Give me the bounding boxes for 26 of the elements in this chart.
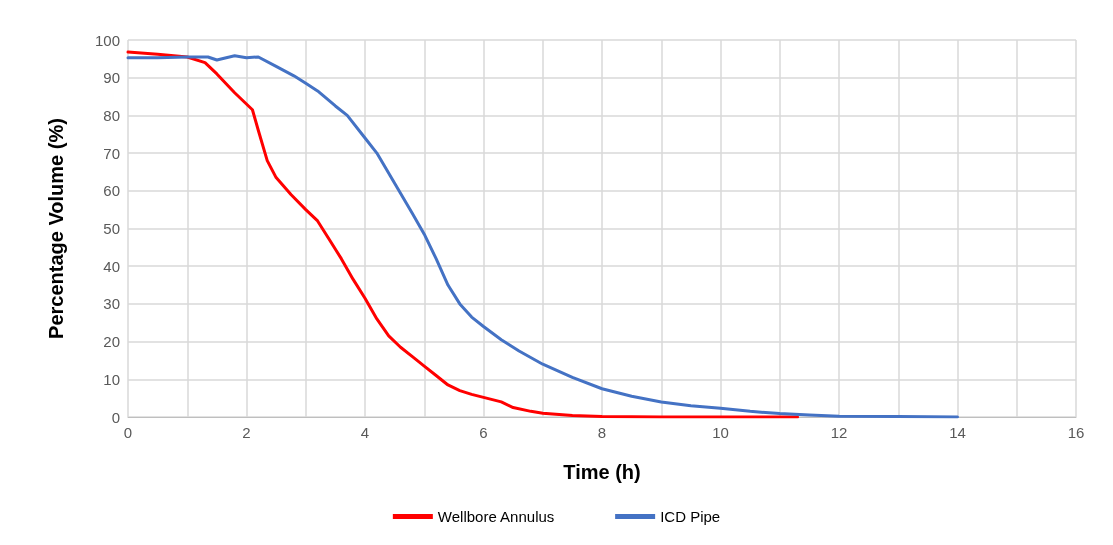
- legend-label: Wellbore Annulus: [437, 508, 555, 525]
- x-tick-label: 12: [830, 424, 848, 441]
- line-series: [126, 54, 959, 419]
- y-tick-label: 30: [103, 295, 120, 313]
- y-tick-label: 20: [103, 333, 120, 351]
- x-tick-label: 8: [597, 424, 607, 441]
- y-tick-label: 90: [103, 69, 120, 87]
- y-tick-label: 0: [111, 408, 120, 426]
- y-axis-title: Percentage Volume (%): [45, 118, 67, 339]
- y-tick-label: 100: [94, 31, 120, 49]
- x-tick-label: 2: [242, 424, 251, 441]
- x-tick-label: 10: [712, 424, 729, 441]
- y-tick-label: 50: [103, 220, 120, 237]
- y-tick-label: 70: [103, 144, 120, 162]
- x-tick-label: 4: [360, 424, 370, 441]
- y-tick-label: 10: [103, 370, 120, 388]
- legend-label: ICD Pipe: [660, 508, 721, 525]
- y-tick-label: 40: [103, 257, 120, 275]
- y-tick-label: 60: [103, 182, 120, 200]
- x-tick-label: 16: [1067, 424, 1085, 441]
- y-tick-label: 80: [103, 106, 120, 124]
- x-tick-label: 0: [123, 424, 133, 441]
- x-tick-label: 6: [479, 424, 488, 441]
- line-series: [126, 50, 800, 419]
- x-axis-title: Time (h): [563, 461, 641, 483]
- x-tick-label: 14: [949, 424, 966, 441]
